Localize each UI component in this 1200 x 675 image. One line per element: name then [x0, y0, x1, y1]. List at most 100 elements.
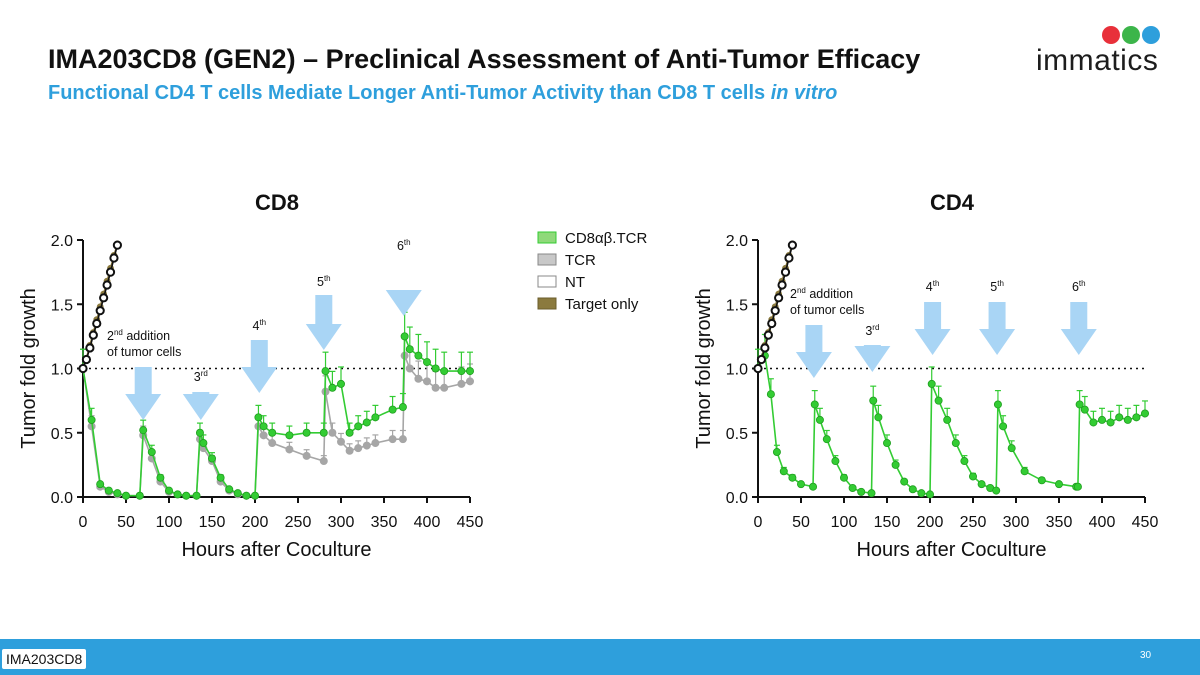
data-point: [78, 363, 88, 374]
addition-suffix: th: [1079, 279, 1086, 288]
data-point: [797, 480, 806, 489]
series-cd8-tcr: [79, 311, 474, 500]
addition-label: 4th: [926, 279, 940, 294]
addition-number: 4: [252, 319, 259, 333]
down-arrow-icon: [305, 295, 342, 350]
data-point: [810, 400, 819, 409]
subtitle-italic: in vitro: [770, 82, 838, 104]
data-point: [319, 428, 328, 437]
data-point: [302, 428, 311, 437]
data-point: [763, 330, 773, 340]
down-arrow-icon: [125, 367, 162, 420]
data-point: [926, 490, 935, 499]
data-point: [164, 486, 173, 495]
y-tick-label: 1.0: [726, 362, 748, 379]
slide-subtitle: Functional CD4 T cells Mediate Longer An…: [48, 82, 837, 105]
data-point: [992, 486, 1001, 495]
y-tick-label: 2.0: [51, 233, 73, 250]
data-point: [104, 486, 113, 495]
data-point: [766, 390, 775, 399]
addition-number: 5: [990, 280, 997, 294]
data-point: [780, 267, 791, 277]
y-tick-label: 1.5: [51, 297, 73, 314]
data-point: [753, 363, 763, 374]
y-axis-title: Tumor fold growth: [693, 288, 715, 448]
data-point: [259, 431, 268, 440]
data-point: [1037, 476, 1046, 485]
legend-label: NT: [565, 274, 585, 291]
data-point: [917, 489, 926, 498]
legend-label: Target only: [565, 296, 639, 313]
addition-label: 6th: [397, 238, 411, 253]
data-point: [874, 413, 883, 422]
addition-label: 2nd addition: [107, 328, 170, 343]
data-point: [321, 367, 330, 376]
data-point: [81, 354, 92, 365]
data-point: [362, 418, 371, 427]
data-point: [371, 413, 380, 422]
data-point: [225, 485, 234, 494]
addition-suffix: rd: [872, 323, 879, 332]
addition-label: 3rd: [865, 323, 879, 338]
x-tick-label: 350: [1046, 514, 1073, 531]
down-arrow-icon: [385, 290, 422, 316]
data-point: [195, 428, 204, 437]
series-line: [757, 353, 1146, 496]
y-axis-title: Tumor fold growth: [18, 288, 40, 448]
data-point: [422, 358, 431, 367]
addition-label: 5th: [990, 279, 1004, 294]
company-logo: immatics: [1030, 24, 1170, 77]
data-point: [88, 330, 98, 340]
data-point: [192, 491, 201, 500]
x-tick-label: 250: [285, 514, 312, 531]
data-point: [457, 379, 466, 388]
data-point: [122, 491, 131, 500]
footer-bar: IMA203CD8 30: [0, 639, 1200, 675]
data-point: [400, 332, 409, 341]
data-point: [147, 448, 156, 457]
addition-number: 4: [926, 280, 933, 294]
x-tick-label: 300: [1003, 514, 1030, 531]
addition-number: 6: [1072, 280, 1079, 294]
data-point: [867, 489, 876, 498]
series-nt: [753, 240, 798, 374]
down-arrow-icon: [182, 392, 219, 420]
data-point: [1007, 444, 1016, 453]
data-point: [302, 451, 311, 460]
data-point: [908, 485, 917, 494]
data-point: [831, 457, 840, 466]
y-tick-label: 1.0: [51, 362, 73, 379]
data-point: [883, 439, 892, 448]
data-point: [809, 482, 818, 491]
data-point: [756, 354, 767, 365]
data-point: [268, 428, 277, 437]
logo-green-dot-icon: [1122, 26, 1140, 44]
data-point: [1115, 413, 1124, 422]
data-point: [102, 280, 112, 290]
data-point: [1098, 415, 1107, 424]
data-point: [465, 377, 474, 386]
data-point: [135, 491, 144, 500]
addition-label-line2: of tumor cells: [790, 303, 864, 317]
data-point: [772, 448, 781, 457]
data-point: [1080, 405, 1089, 414]
addition-label: 4th: [252, 318, 266, 333]
addition-label: 3rd: [194, 369, 208, 384]
addition-label: 2nd addition: [790, 286, 853, 301]
data-point: [934, 396, 943, 405]
x-tick-label: 200: [242, 514, 269, 531]
data-point: [319, 457, 328, 466]
data-point: [431, 364, 440, 373]
data-point: [95, 306, 105, 316]
x-axis-title: Hours after Coculture: [856, 539, 1046, 561]
addition-number: 2: [790, 287, 797, 301]
x-tick-label: 450: [1132, 514, 1159, 531]
data-point: [840, 473, 849, 482]
logo-red-dot-icon: [1102, 26, 1120, 44]
charts-canvas: CD8 Hours after Coculture Tumor fold growt…: [18, 190, 1159, 561]
data-point: [336, 379, 345, 388]
addition-rest: addition: [123, 329, 170, 343]
data-point: [362, 441, 371, 450]
data-point: [900, 477, 909, 486]
data-point: [345, 428, 354, 437]
